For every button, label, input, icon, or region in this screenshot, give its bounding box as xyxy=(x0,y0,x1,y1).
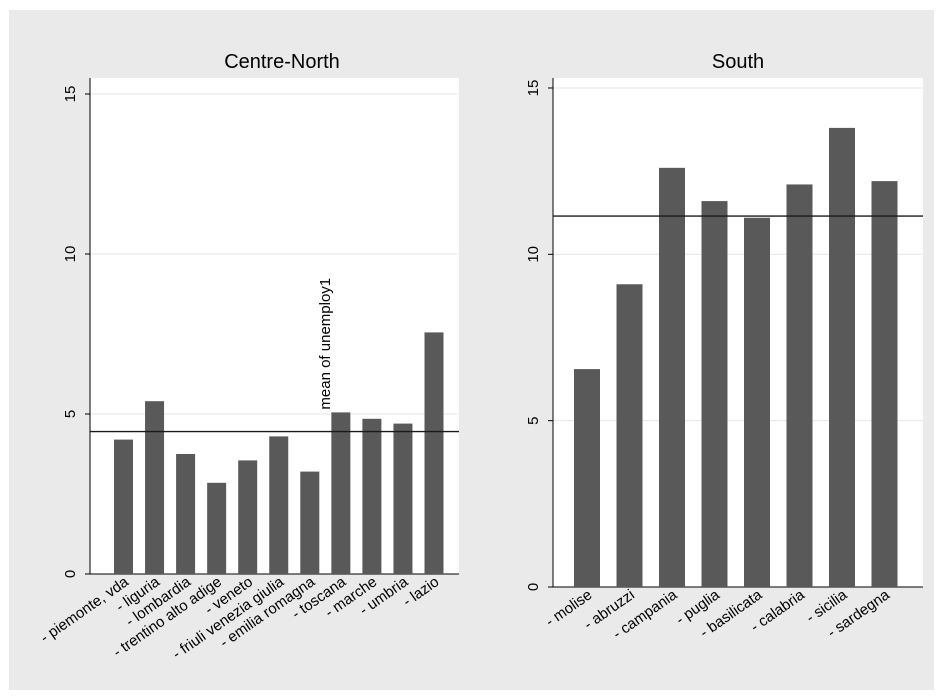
y-tick-label: 0 xyxy=(525,583,542,591)
bar xyxy=(331,412,351,574)
bar xyxy=(786,184,813,587)
bar xyxy=(362,418,382,574)
y-tick-label: 15 xyxy=(62,86,79,103)
bar xyxy=(238,460,258,574)
y-tick-label: 10 xyxy=(62,246,79,263)
bar xyxy=(574,369,600,587)
y-tick-label: 5 xyxy=(525,416,542,424)
bar xyxy=(145,401,165,574)
bar xyxy=(701,201,728,588)
bar xyxy=(616,284,643,587)
bar xyxy=(424,332,444,574)
chart-title: South xyxy=(712,51,764,73)
bar xyxy=(176,454,196,574)
bar xyxy=(393,423,413,574)
chart-title: Centre-North xyxy=(224,51,340,73)
bar xyxy=(829,127,855,587)
y-tick-label: 15 xyxy=(525,80,542,97)
bar xyxy=(114,439,133,574)
plot-area xyxy=(553,78,923,587)
mean-line-label: mean of unemploy1 xyxy=(317,278,334,410)
bar xyxy=(207,482,227,574)
bar xyxy=(871,181,898,587)
y-tick-label: 0 xyxy=(62,570,79,578)
bar xyxy=(300,471,320,574)
y-tick-label: 5 xyxy=(62,410,79,418)
bar xyxy=(659,167,685,587)
bar xyxy=(744,217,770,587)
bar xyxy=(269,436,289,574)
y-tick-label: 10 xyxy=(525,246,542,263)
